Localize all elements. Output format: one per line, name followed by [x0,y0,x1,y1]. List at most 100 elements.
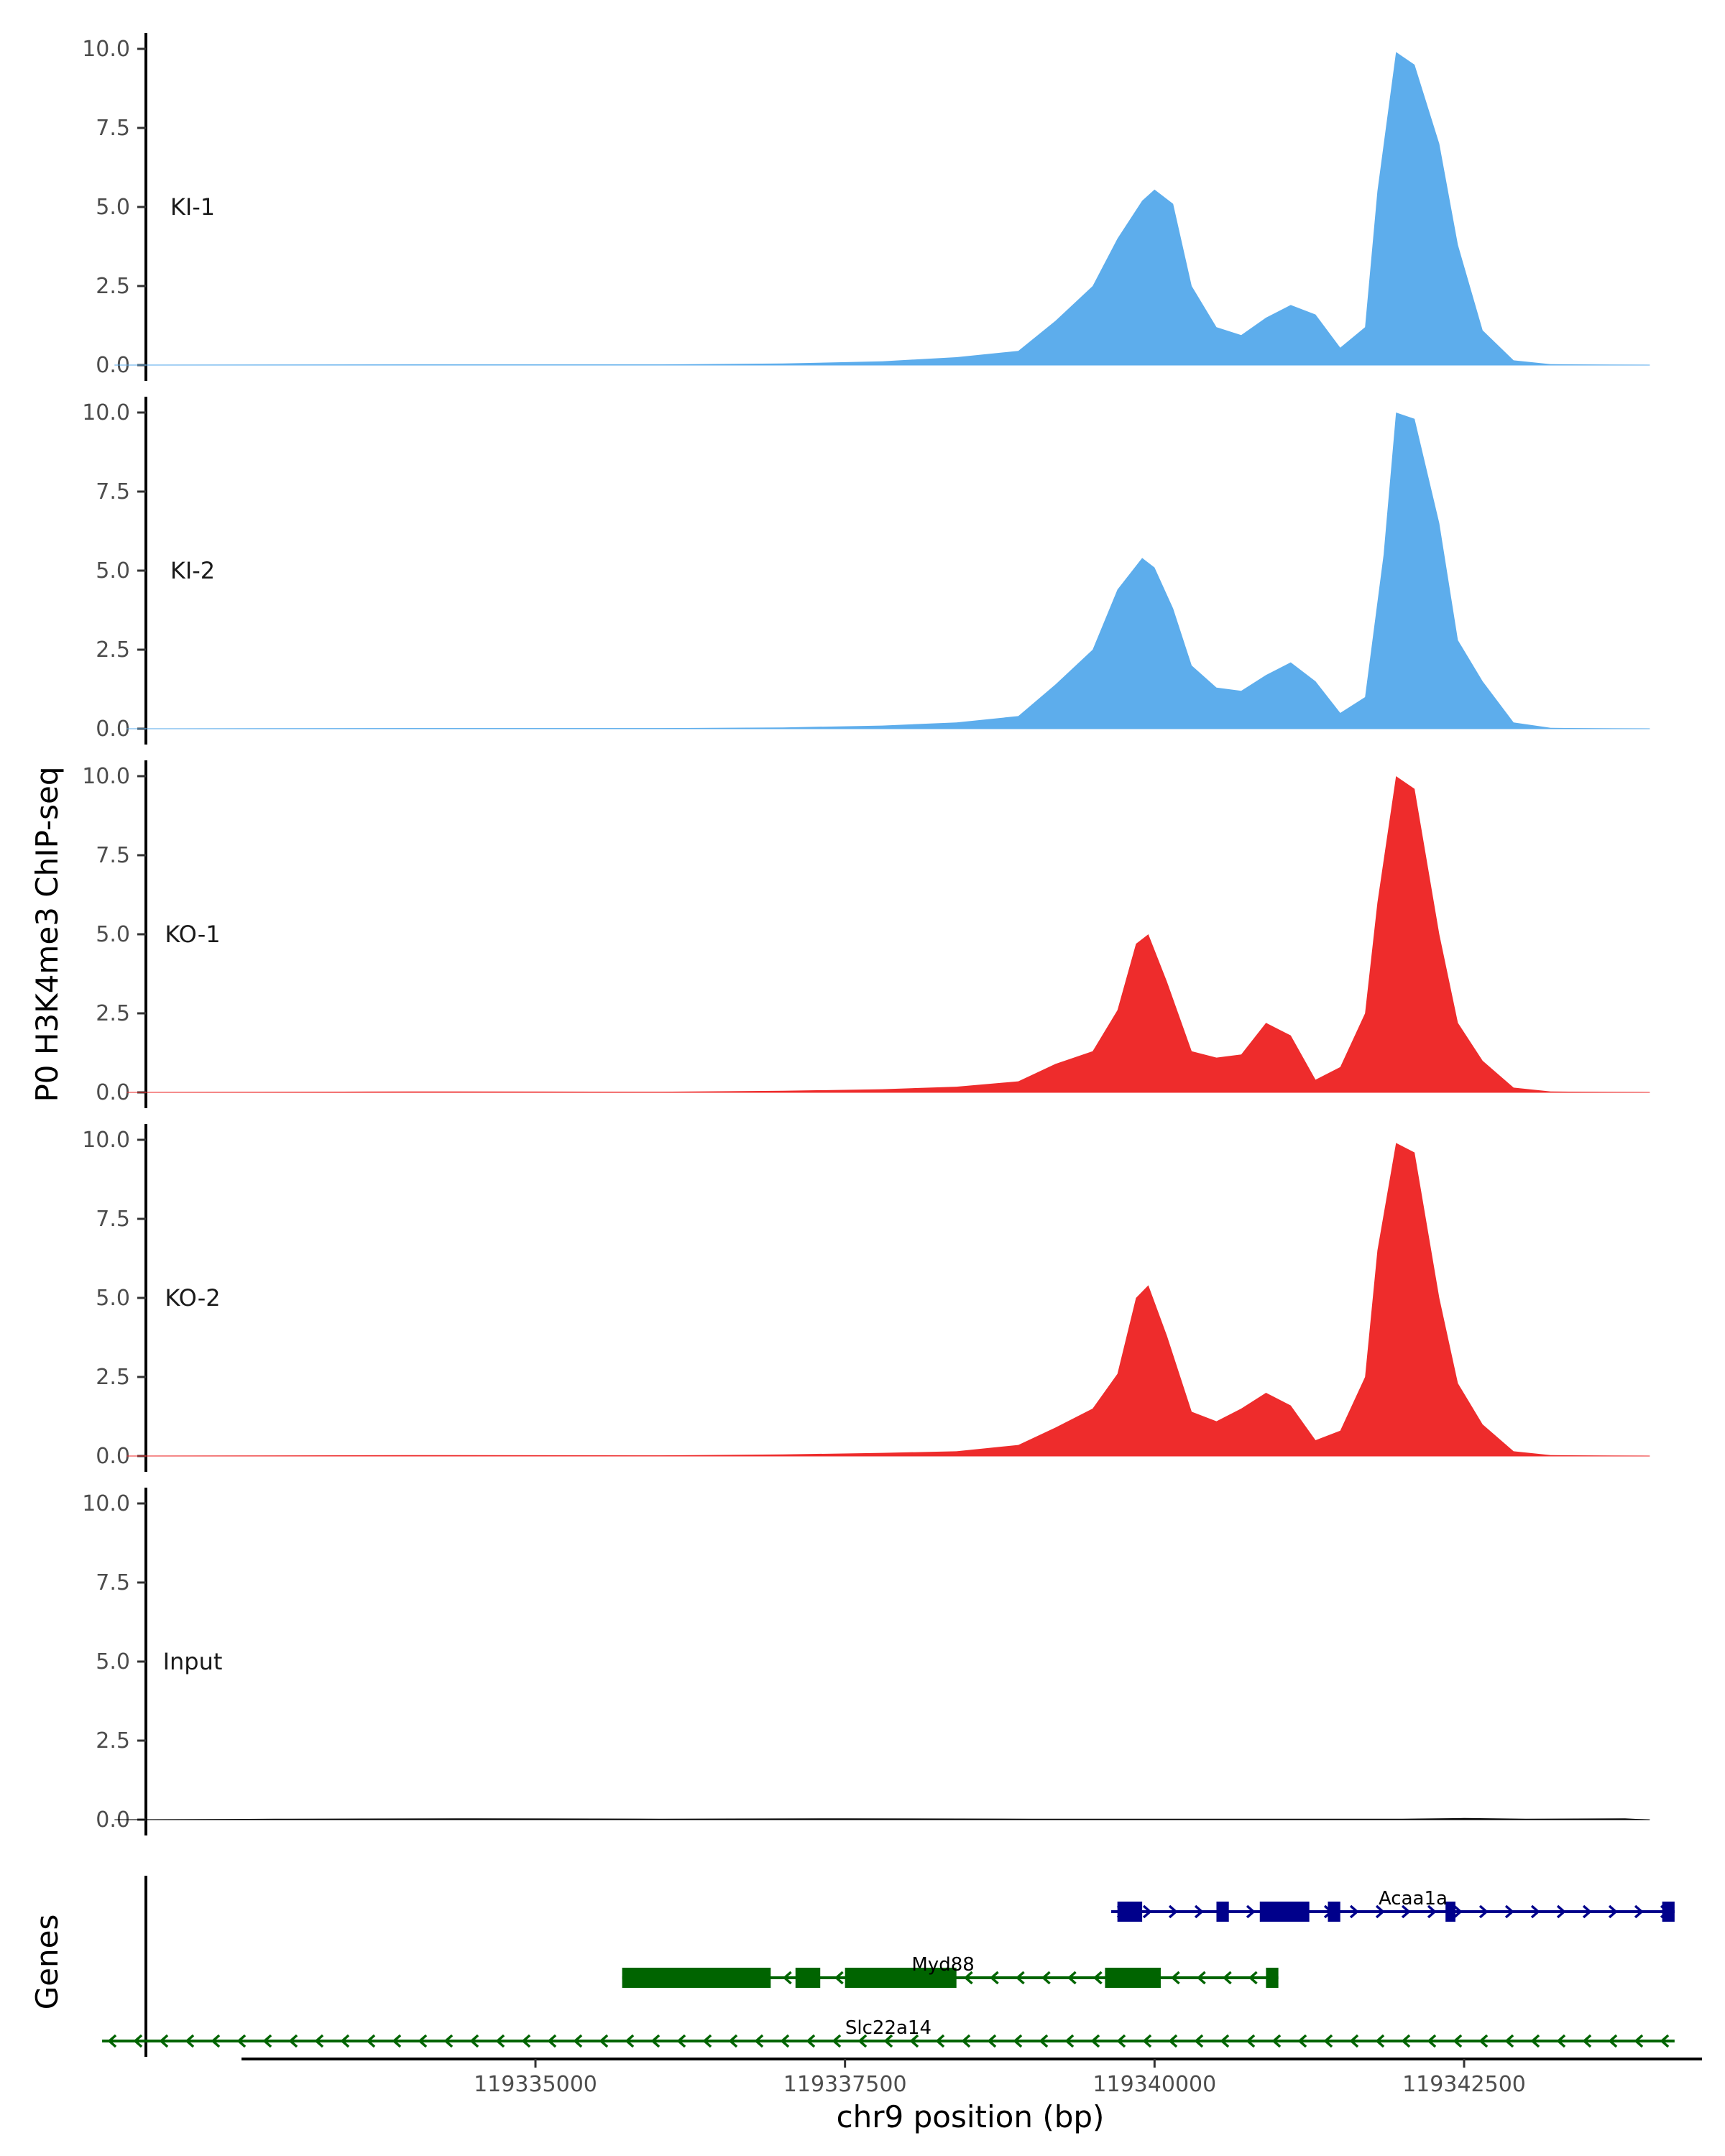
y-tick-label: 10.0 [82,1128,130,1153]
exon [1266,1968,1279,1988]
strand-arrow [1504,2034,1514,2048]
strand-arrow [495,2034,505,2048]
strand-arrow [1092,1971,1103,1985]
strand-arrow [832,2034,842,2048]
y-tick-label: 5.0 [96,922,130,947]
strand-arrow [1142,1904,1152,1919]
strand-arrow [392,2034,402,2048]
y-tick-label: 7.5 [96,479,130,505]
strand-arrow [1375,1904,1385,1919]
x-tick-label: 119337500 [783,2072,907,2097]
y-tick-label: 5.0 [96,1649,130,1674]
gene-label: Slc22a14 [845,2017,932,2039]
strand-arrow [1039,2034,1049,2048]
strand-arrow [1634,2034,1644,2048]
track-ko-2: 0.0 2.5 5.0 7.5 10.0 KO-2 [82,1124,1650,1472]
strand-arrow [1297,2034,1307,2048]
track-label: Input [163,1648,223,1675]
strand-arrow [961,2034,971,2048]
strand-arrow [1220,2034,1230,2048]
strand-arrow [1015,1971,1025,1985]
strand-arrow [547,2034,557,2048]
strand-arrow [1401,2034,1411,2048]
x-tick-label: 119340000 [1092,2072,1216,2097]
x-tick-label: 119335000 [474,2072,597,2097]
strand-arrow [782,1971,792,1985]
track-label: KI-2 [170,557,215,584]
strand-arrow [1660,2034,1670,2048]
strand-arrow [1556,2034,1566,2048]
strand-arrow [1530,1904,1540,1919]
strand-arrow [989,1971,999,1985]
strand-arrow [159,2034,169,2048]
track-ki-2: 0.0 2.5 5.0 7.5 10.0 KI-2 [82,397,1650,745]
strand-arrow [1041,1971,1051,1985]
strand-arrow [935,2034,945,2048]
track-label: KO-2 [165,1284,220,1312]
strand-arrow [1246,2034,1256,2048]
track-label: KI-1 [170,193,215,221]
strand-arrow [834,1971,844,1985]
strand-arrow [1478,1904,1489,1919]
strand-arrow [1168,2034,1178,2048]
strand-arrow [883,2034,893,2048]
gene-label: Acaa1a [1379,1888,1448,1909]
gene-slc22a14: Slc22a14 [102,2017,1675,2048]
y-tick-label: 0.0 [96,1444,130,1469]
strand-arrow [1067,1971,1077,1985]
strand-arrow [599,2034,609,2048]
exon [1105,1968,1161,1988]
strand-arrow [1168,1904,1178,1919]
strand-arrow [1556,1904,1566,1919]
strand-arrow [1375,2034,1385,2048]
strand-arrow [573,2034,583,2048]
coverage-area [126,413,1650,729]
strand-arrow [443,2034,454,2048]
exon [795,1968,821,1988]
strand-arrow [288,2034,298,2048]
strand-arrow [1116,2034,1126,2048]
coverage-area [126,776,1650,1092]
strand-arrow [676,2034,686,2048]
exon [845,1968,957,1988]
y-tick-label: 2.5 [96,1728,130,1754]
y-tick-label: 7.5 [96,1570,130,1595]
gene-acaa1a: Acaa1a [1111,1888,1675,1922]
strand-arrow [236,2034,247,2048]
strand-arrow [1064,2034,1075,2048]
strand-arrow [1582,2034,1592,2048]
strand-arrow [963,1971,973,1985]
coverage-area [126,1143,1650,1456]
strand-arrow [857,2034,868,2048]
x-tick-label: 119342500 [1402,2072,1526,2097]
track-label: KO-1 [165,921,220,948]
strand-arrow [1530,2034,1540,2048]
strand-arrow [314,2034,324,2048]
strand-arrow [1582,1904,1592,1919]
coverage-area [114,52,1650,366]
strand-arrow [650,2034,661,2048]
exon [1328,1902,1340,1922]
gene-label: Myd88 [911,1954,974,1976]
strand-arrow [366,2034,376,2048]
strand-arrow [1349,1904,1359,1919]
x-axis-title: chr9 position (bp) [837,2099,1105,2134]
strand-arrow [909,2034,919,2048]
y-tick-label: 10.0 [82,1491,130,1516]
strand-arrow [262,2034,272,2048]
y-tick-label: 10.0 [82,764,130,789]
strand-arrow [1349,2034,1359,2048]
strand-arrow [806,2034,816,2048]
strand-arrow [1248,1971,1258,1985]
exon [622,1968,771,1988]
strand-arrow [1323,2034,1333,2048]
gene-track: Acaa1a Myd88 Slc22a14 [102,1876,1675,2057]
strand-arrow [133,2034,143,2048]
y-tick-label: 10.0 [82,400,130,425]
strand-arrow [1634,1904,1644,1919]
strand-arrow [1196,1971,1206,1985]
strand-arrow [754,2034,764,2048]
strand-arrow [1222,1971,1232,1985]
strand-arrow [1246,1904,1256,1919]
